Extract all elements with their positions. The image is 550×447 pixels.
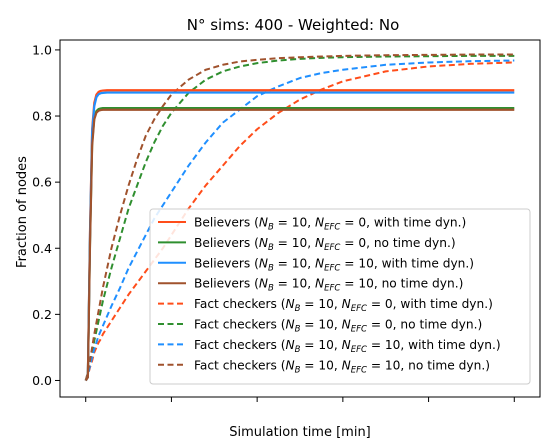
legend: Believers (NB = 10, NEFC = 0, with time … [149, 208, 531, 385]
series-line-6 [84, 54, 515, 381]
legend-label-1: Believers (NB = 10, NEFC = 0, with time … [194, 216, 466, 233]
y-tick-label: 0.4 [32, 241, 52, 256]
legend-label-2: Believers (NB = 10, NEFC = 0, no time dy… [194, 236, 456, 253]
x-axis-label: Simulation time [min] [229, 425, 371, 440]
axes-frame [59, 39, 541, 398]
legend-label-6: Fact checkers (NB = 10, NEFC = 0, no tim… [194, 318, 482, 335]
y-tick-label: 0.0 [32, 373, 52, 388]
plot-area [84, 53, 515, 382]
series-line-3 [84, 91, 515, 382]
series-line-1 [84, 89, 515, 382]
y-tick-label: 0.6 [32, 175, 52, 190]
chart-title: N° sims: 400 - Weighted: No [187, 16, 400, 34]
y-tick-label: 1.0 [32, 42, 52, 57]
legend-label-7: Fact checkers (NB = 10, NEFC = 10, with … [194, 338, 501, 355]
legend-box [149, 208, 531, 385]
series-line-8 [84, 53, 515, 381]
axes: 0.0 0.2 0.4 0.6 0.8 1.0 [32, 39, 541, 402]
series-line-4 [84, 108, 515, 382]
series-line-2 [84, 106, 515, 382]
y-axis-label: Fraction of nodes [15, 156, 30, 268]
legend-label-5: Fact checkers (NB = 10, NEFC = 0, with t… [194, 297, 493, 314]
legend-label-4: Believers (NB = 10, NEFC = 10, no time d… [194, 277, 463, 294]
y-tick-label: 0.2 [32, 307, 52, 322]
y-tick-label: 0.8 [32, 109, 52, 124]
legend-label-3: Believers (NB = 10, NEFC = 10, with time… [194, 256, 474, 273]
legend-label-8: Fact checkers (NB = 10, NEFC = 10, no ti… [194, 358, 490, 375]
